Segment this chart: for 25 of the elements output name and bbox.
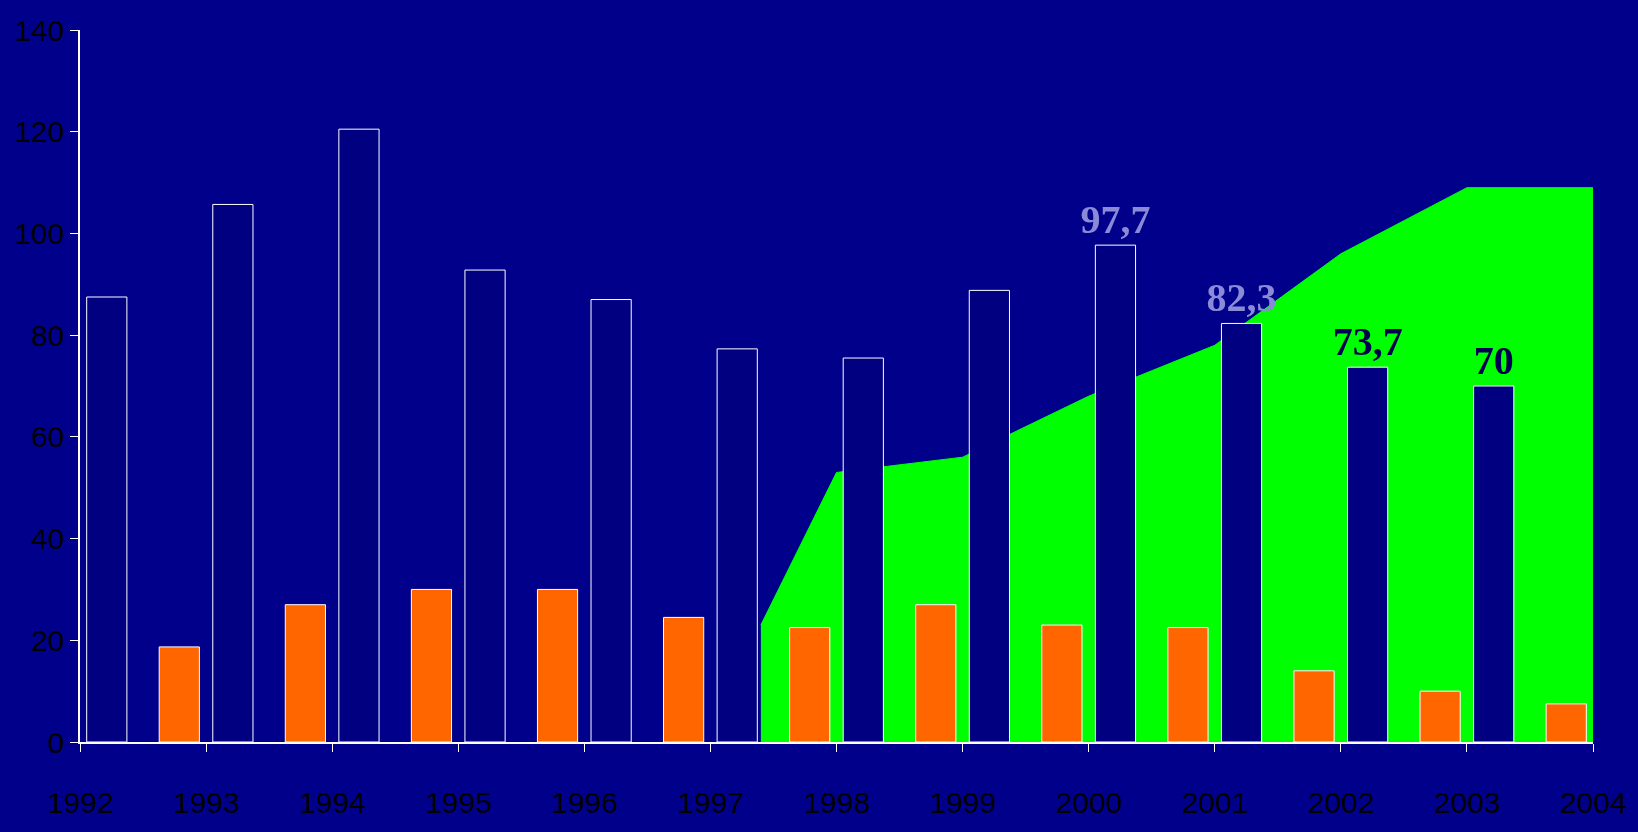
y-tick-label: 60 <box>30 420 64 454</box>
data-label: 73,7 <box>1332 319 1403 365</box>
data-label: 82,3 <box>1206 275 1277 321</box>
x-tick-label: 2001 <box>1181 786 1249 819</box>
x-tick-label: 1994 <box>298 786 366 819</box>
data-label: 70 <box>1473 338 1514 383</box>
y-tick-label: 40 <box>30 522 64 556</box>
x-tick-label: 1996 <box>550 786 618 819</box>
y-tick-label: 80 <box>30 318 64 352</box>
y-tick-label: 20 <box>30 623 64 657</box>
x-tick-label: 1993 <box>172 786 240 819</box>
y-tick-label: 100 <box>13 216 64 250</box>
data-label: 97,7 <box>1080 197 1151 243</box>
y-tick-label: 0 <box>47 725 64 759</box>
x-tick-label: 1992 <box>46 786 114 819</box>
x-tick-label: 2000 <box>1055 786 1123 819</box>
y-tick-label: 140 <box>13 13 64 47</box>
y-tick-label: 120 <box>13 115 64 149</box>
x-tick-label: 2004 <box>1559 786 1627 819</box>
x-tick-label: 1995 <box>424 786 492 819</box>
x-tick-label: 1997 <box>677 786 744 819</box>
x-tick-label: 1998 <box>803 786 870 819</box>
x-tick-label: 1999 <box>929 786 996 819</box>
x-tick-label: 2003 <box>1433 786 1501 819</box>
x-tick-label: 2002 <box>1307 786 1375 819</box>
